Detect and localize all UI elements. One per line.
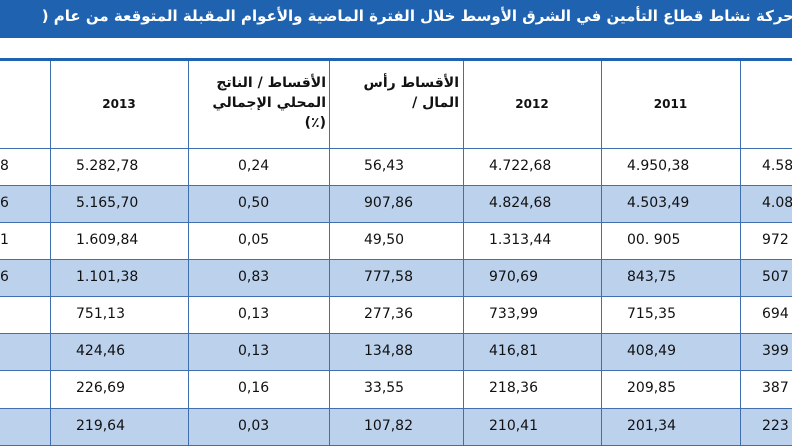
table-cell-right: 4.08 [762,195,792,211]
table-cell-left: 8 [0,158,9,174]
column-divider [740,61,741,446]
row-divider [0,408,792,409]
table-cell-y2011: 843,75 [627,269,676,285]
table-row [0,148,792,185]
table-cell-capita: 907,86 [364,195,413,211]
table-cell-gdp: 0,50 [238,195,270,211]
table-cell-y2012: 4.824,68 [489,195,552,211]
table-cell-right: 507 [762,269,789,285]
row-divider [0,222,792,223]
table-cell-y2013: 1.101,38 [76,269,139,285]
table-cell-gdp: 0,24 [238,158,270,174]
table-cell-left: 6 [0,269,9,285]
table-cell-capita: 107,82 [364,418,413,434]
table-row [0,333,792,370]
column-divider [329,61,330,446]
table-cell-right: 399 [762,343,789,359]
table-cell-y2013: 5.282,78 [76,158,139,174]
table-cell-gdp: 0,03 [238,418,270,434]
table-cell-y2012: 4.722,68 [489,158,552,174]
table-cell-left: 6 [0,195,9,211]
table-cell-y2011: 209,85 [627,380,676,396]
top-rule [0,58,792,61]
table-row [0,222,792,259]
table-cell-y2013: 219,64 [76,418,125,434]
table-cell-y2012: 218,36 [489,380,538,396]
table-cell-y2012: 733,99 [489,306,538,322]
header-2011: 2011 [653,97,688,111]
table-cell-capita: 49,50 [364,232,405,248]
table-title-bar: حركة نشاط قطاع التأمين في الشرق الأوسط خ… [0,0,792,38]
table-cell-gdp: 0,13 [238,306,270,322]
table-row [0,296,792,333]
table-cell-y2011: 4.950,38 [627,158,690,174]
row-divider [0,148,792,149]
header-2013: 2013 [102,97,136,111]
row-divider [0,185,792,186]
table-row [0,259,792,296]
column-divider [601,61,602,446]
table-cell-y2012: 1.313,44 [489,232,552,248]
table-cell-right: 972 [762,232,789,248]
table-cell-y2013: 424,46 [76,343,125,359]
header-premiums-capita: الأقساط رأس المال / [363,75,459,111]
table-cell-gdp: 0,16 [238,380,270,396]
table-cell-y2012: 210,41 [489,418,538,434]
table-cell-right: 387 [762,380,789,396]
table-cell-y2012: 970,69 [489,269,538,285]
table-cell-y2012: 416,81 [489,343,538,359]
table-cell-gdp: 0,13 [238,343,270,359]
table-cell-y2011: 201,34 [627,418,676,434]
row-divider [0,370,792,371]
column-divider [50,61,51,446]
table-cell-y2011: 715,35 [627,306,676,322]
row-divider [0,259,792,260]
insurance-table: 2013 الأقساط / الناتج المحلي الإجمالي (٪… [0,61,792,446]
table-title: حركة نشاط قطاع التأمين في الشرق الأوسط خ… [41,7,792,25]
table-cell-y2011: 408,49 [627,343,676,359]
table-cell-gdp: 0,83 [238,269,270,285]
row-divider [0,333,792,334]
header-premiums-gdp: الأقساط / الناتج المحلي الإجمالي (٪) [212,75,326,131]
table-cell-y2013: 751,13 [76,306,125,322]
table-cell-y2011: 00. 905 [627,232,681,248]
table-cell-capita: 56,43 [364,158,405,174]
header-row [0,61,792,148]
table-cell-y2013: 5.165,70 [76,195,139,211]
column-divider [463,61,464,446]
table-cell-gdp: 0,05 [238,232,270,248]
table-row [0,185,792,222]
header-2012: 2012 [515,97,549,111]
table-cell-right: 223 [762,418,789,434]
row-divider [0,296,792,297]
table-cell-capita: 33,55 [364,380,405,396]
table-cell-capita: 277,36 [364,306,413,322]
table-row [0,408,792,446]
table-cell-left: 1 [0,232,9,248]
table-cell-y2011: 4.503,49 [627,195,690,211]
table-cell-right: 4.58 [762,158,792,174]
table-cell-y2013: 1.609,84 [76,232,139,248]
table-cell-right: 694 [762,306,789,322]
table-cell-capita: 777,58 [364,269,413,285]
table-row [0,370,792,408]
table-cell-y2013: 226,69 [76,380,125,396]
table-cell-capita: 134,88 [364,343,413,359]
column-divider [188,61,189,446]
